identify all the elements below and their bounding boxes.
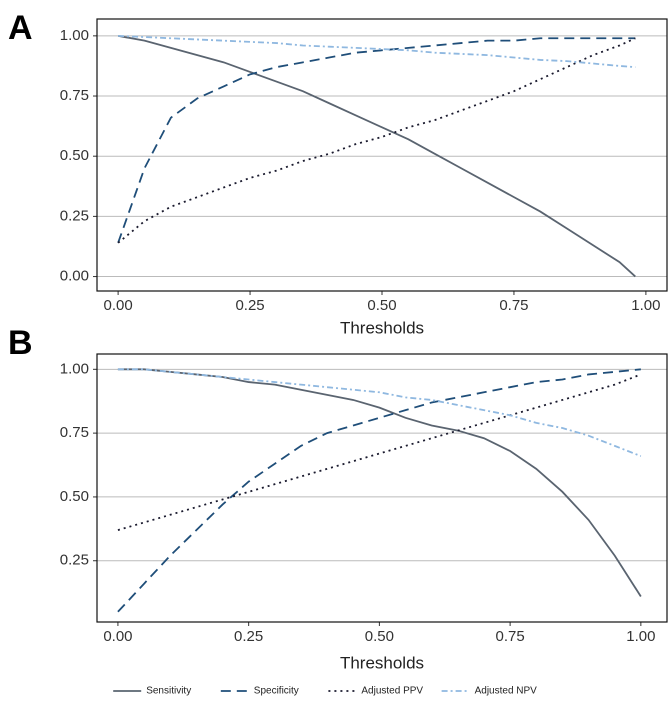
y-tick-label: 1.00 [60,27,89,44]
plot-frame [96,18,668,292]
x-tick-label: 1.00 [626,628,655,645]
series-line [117,34,636,278]
series-line [117,368,641,613]
series-line [117,37,636,244]
series-line [118,34,636,69]
x-tick-label: 0.25 [234,628,263,645]
plot-frame [96,353,668,623]
y-tick-label: 0.75 [60,87,89,104]
series-line [117,37,636,244]
x-tick-label: 0.50 [365,628,394,645]
legend-label: Sensitivity [146,686,191,697]
x-tick-label: 0.25 [235,297,264,314]
series-line [117,373,642,531]
y-tick-label: 1.00 [60,360,89,377]
y-tick-label: 0.25 [60,552,89,569]
panel-label: B [8,324,33,362]
panel-label: A [8,9,33,47]
x-axis-title: Thresholds [340,318,424,337]
y-tick-label: 0.25 [60,207,89,224]
series-line [117,368,642,597]
y-tick-label: 0.50 [60,488,89,505]
series-line [117,368,642,457]
x-tick-label: 0.75 [496,628,525,645]
x-tick-label: 0.00 [104,297,133,314]
y-tick-label: 0.00 [60,268,89,285]
legend-label: Specificity [254,686,299,697]
legend-label: Adjusted PPV [361,686,423,697]
x-axis-title: Thresholds [340,653,424,672]
y-tick-label: 0.75 [60,424,89,441]
x-tick-label: 0.50 [367,297,396,314]
x-tick-label: 1.00 [631,297,660,314]
legend-label: Adjusted NPV [475,686,538,697]
y-tick-label: 0.50 [60,147,89,164]
x-tick-label: 0.00 [103,628,132,645]
x-tick-label: 0.75 [499,297,528,314]
